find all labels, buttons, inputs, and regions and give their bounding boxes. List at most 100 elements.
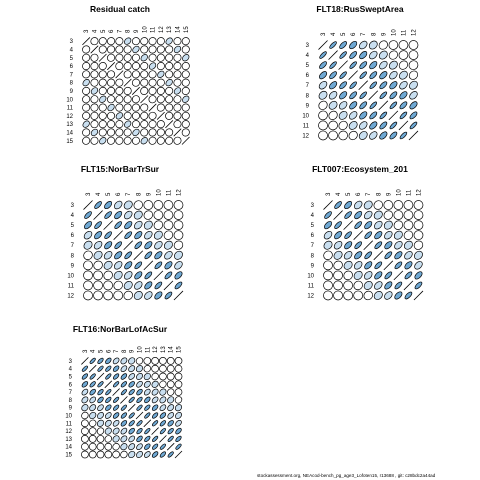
- correlation-ellipse: [123, 86, 132, 95]
- correlation-ellipse: [81, 404, 89, 412]
- correlation-ellipse: [90, 78, 99, 87]
- correlation-ellipse: [104, 435, 112, 443]
- correlation-ellipse: [333, 290, 343, 301]
- correlation-ellipse: [339, 51, 347, 59]
- correlation-ellipse: [88, 427, 97, 435]
- correlation-ellipse: [408, 40, 419, 50]
- correlation-ellipse: [90, 53, 99, 62]
- column-tick-label: 13: [167, 26, 173, 33]
- correlation-ellipse: [389, 101, 398, 110]
- correlation-ellipse: [94, 201, 102, 209]
- correlation-ellipse: [113, 261, 123, 270]
- column-tick-label: 7: [117, 29, 123, 33]
- correlation-ellipse: [338, 110, 348, 120]
- correlation-ellipse: [131, 53, 140, 62]
- correlation-ellipse: [399, 131, 408, 140]
- correlation-ellipse: [82, 62, 91, 71]
- column-tick-label: 9: [130, 349, 136, 353]
- correlation-ellipse: [174, 404, 183, 412]
- correlation-ellipse: [389, 70, 398, 80]
- correlation-ellipse: [88, 450, 97, 459]
- column-tick-label: 5: [106, 192, 112, 196]
- correlation-ellipse: [128, 357, 136, 365]
- correlation-ellipse: [133, 210, 143, 220]
- correlation-ellipse: [107, 53, 116, 62]
- correlation-ellipse: [173, 230, 184, 241]
- diagonal-mark: [373, 250, 384, 261]
- correlation-ellipse: [173, 53, 182, 62]
- correlation-ellipse: [81, 365, 88, 372]
- correlation-ellipse: [144, 291, 153, 300]
- correlation-ellipse: [151, 364, 159, 373]
- panel-title: FLT16:NorBarLofAcSur: [73, 324, 168, 334]
- correlation-ellipse: [114, 241, 123, 250]
- correlation-ellipse: [89, 419, 97, 427]
- correlation-ellipse: [82, 95, 91, 104]
- correlation-ellipse: [181, 78, 190, 87]
- correlation-ellipse: [167, 396, 175, 404]
- correlation-ellipse: [113, 396, 120, 403]
- column-tick-label: 15: [184, 26, 190, 33]
- correlation-ellipse: [135, 365, 144, 373]
- correlation-ellipse: [120, 365, 128, 373]
- correlation-ellipse: [82, 79, 90, 87]
- correlation-ellipse: [393, 220, 404, 230]
- row-tick-label: 6: [306, 73, 310, 79]
- row-tick-label: 9: [71, 263, 75, 269]
- correlation-ellipse: [140, 103, 149, 112]
- correlation-ellipse: [144, 412, 151, 419]
- correlation-ellipse: [408, 70, 419, 80]
- correlation-ellipse: [148, 70, 157, 79]
- row-tick-label: 10: [307, 273, 314, 279]
- panel-title: FLT007:Ecosystem_201: [312, 164, 408, 174]
- correlation-ellipse: [165, 79, 173, 87]
- correlation-ellipse: [104, 427, 112, 435]
- correlation-ellipse: [107, 120, 116, 129]
- correlation-ellipse: [153, 220, 164, 230]
- row-tick-label: 3: [69, 359, 73, 365]
- correlation-ellipse: [414, 281, 423, 290]
- correlation-ellipse: [363, 210, 373, 220]
- row-tick-label: 11: [303, 123, 310, 129]
- correlation-ellipse: [114, 251, 123, 260]
- correlation-ellipse: [328, 91, 338, 100]
- correlation-ellipse: [89, 381, 96, 388]
- correlation-ellipse: [165, 53, 174, 62]
- correlation-ellipse: [82, 53, 91, 62]
- row-tick-label: 4: [71, 213, 75, 219]
- correlation-ellipse: [107, 128, 116, 137]
- diagonal-mark: [83, 200, 93, 210]
- correlation-ellipse: [167, 451, 174, 458]
- diagonal-mark: [104, 380, 113, 389]
- correlation-ellipse: [97, 381, 104, 388]
- correlation-ellipse: [136, 388, 143, 396]
- row-tick-label: 3: [70, 39, 74, 45]
- correlation-ellipse: [98, 86, 107, 95]
- correlation-ellipse: [404, 251, 413, 260]
- correlation-ellipse: [173, 210, 184, 220]
- correlation-ellipse: [173, 103, 182, 112]
- correlation-ellipse: [174, 380, 183, 389]
- diagonal-mark: [413, 290, 424, 301]
- correlation-ellipse: [156, 136, 165, 145]
- column-tick-label: 14: [175, 26, 181, 33]
- correlation-ellipse: [148, 136, 157, 145]
- row-tick-label: 9: [306, 103, 310, 109]
- correlation-ellipse: [389, 91, 398, 100]
- correlation-ellipse: [134, 271, 143, 280]
- diagonal-mark: [338, 60, 348, 70]
- correlation-ellipse: [157, 70, 165, 78]
- column-tick-label: 8: [136, 192, 142, 196]
- correlation-ellipse: [96, 419, 105, 427]
- row-tick-label: 12: [66, 114, 73, 120]
- correlation-ellipse: [156, 78, 165, 87]
- correlation-ellipse: [353, 270, 363, 280]
- correlation-ellipse: [98, 120, 107, 129]
- correlation-ellipse: [81, 435, 89, 443]
- correlation-ellipse: [408, 60, 419, 70]
- correlation-ellipse: [90, 111, 99, 120]
- column-tick-label: 8: [376, 192, 382, 196]
- correlation-ellipse: [333, 240, 343, 250]
- column-tick-label: 11: [151, 26, 157, 33]
